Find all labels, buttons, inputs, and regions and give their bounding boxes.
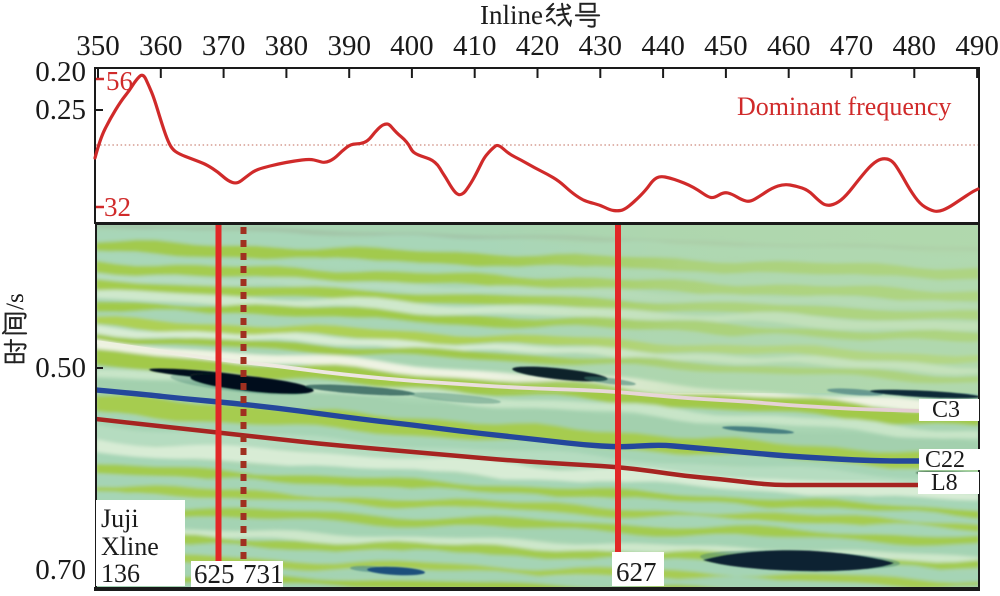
svg-text:410: 410 [453,30,497,62]
svg-text:627: 627 [616,557,657,587]
svg-text:440: 440 [641,30,685,62]
svg-text:625: 625 [194,559,235,589]
svg-text:420: 420 [516,30,560,62]
svg-text:360: 360 [139,30,183,62]
svg-text:480: 480 [893,30,937,62]
svg-text:350: 350 [76,30,120,62]
svg-text:C3: C3 [932,397,960,423]
svg-text:Juji: Juji [101,504,139,533]
svg-text:56: 56 [106,66,133,96]
svg-text:136: 136 [101,559,140,588]
svg-text:0.70: 0.70 [35,554,86,586]
svg-text:460: 460 [767,30,811,62]
svg-text:400: 400 [390,30,434,62]
svg-text:450: 450 [704,30,748,62]
svg-text:L8: L8 [931,470,958,496]
svg-text:0.25: 0.25 [35,94,86,126]
svg-text:32: 32 [104,192,131,222]
svg-text:370: 370 [202,30,246,62]
svg-text:Inline: Inline [480,0,543,30]
svg-text:430: 430 [579,30,623,62]
svg-text:390: 390 [327,30,371,62]
svg-text:731: 731 [243,559,284,589]
svg-text:C22: C22 [925,447,965,473]
svg-text:380: 380 [265,30,309,62]
svg-text:/s: /s [2,293,29,310]
svg-text:470: 470 [830,30,874,62]
svg-text:490: 490 [955,30,999,62]
svg-text:Dominant frequency: Dominant frequency [737,92,951,121]
svg-text:Xline: Xline [101,532,159,561]
svg-text:0.20: 0.20 [35,56,86,88]
svg-text:0.50: 0.50 [35,352,86,384]
